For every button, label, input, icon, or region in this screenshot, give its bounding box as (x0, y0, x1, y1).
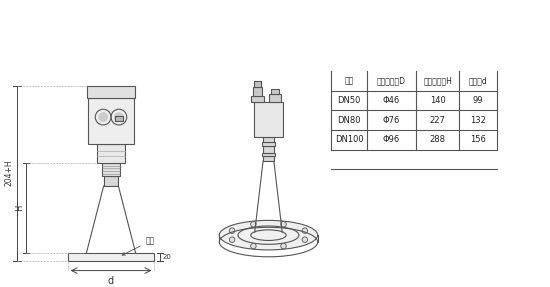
Bar (254, 102, 283, 137)
Text: Φ76: Φ76 (383, 116, 400, 125)
Text: H: H (15, 205, 24, 211)
Text: DN100: DN100 (335, 135, 364, 144)
Bar (102, 163, 120, 176)
Circle shape (229, 228, 235, 233)
Text: 132: 132 (470, 116, 486, 125)
Circle shape (98, 112, 108, 122)
Text: 156: 156 (470, 135, 486, 144)
Bar (251, 96, 263, 102)
Text: 140: 140 (430, 96, 446, 105)
Text: 法兰: 法兰 (344, 76, 354, 85)
Bar (262, 142, 276, 146)
Bar (270, 94, 281, 102)
Text: Φ46: Φ46 (383, 96, 400, 105)
Circle shape (302, 228, 307, 233)
Bar (97, 144, 125, 163)
Text: d: d (108, 276, 114, 286)
Text: DN80: DN80 (337, 116, 361, 125)
Text: Φ96: Φ96 (383, 135, 400, 144)
Circle shape (302, 237, 307, 243)
Bar (89, 98, 134, 144)
Text: 喇叭口直径D: 喇叭口直径D (377, 76, 406, 85)
Text: 法兰: 法兰 (122, 236, 155, 255)
Bar (254, 81, 261, 87)
Bar (271, 89, 279, 94)
Bar (263, 146, 274, 152)
Text: 227: 227 (430, 116, 446, 125)
Circle shape (114, 112, 124, 122)
Text: 99: 99 (473, 96, 483, 105)
Circle shape (280, 243, 287, 249)
Text: 四氟盘d: 四氟盘d (469, 76, 487, 85)
Circle shape (251, 222, 256, 227)
Text: 20: 20 (162, 254, 171, 260)
Text: DN50: DN50 (338, 96, 361, 105)
Bar (87, 86, 135, 98)
Bar (252, 87, 262, 96)
Text: 288: 288 (430, 135, 446, 144)
Circle shape (229, 237, 235, 243)
Bar (262, 152, 276, 156)
Bar (263, 137, 274, 142)
Bar (263, 156, 274, 161)
Text: 204+H: 204+H (4, 160, 14, 187)
Bar (103, 176, 118, 186)
Text: 喇叭口高度H: 喇叭口高度H (424, 76, 452, 85)
Circle shape (251, 243, 256, 249)
Ellipse shape (219, 220, 318, 250)
Circle shape (280, 222, 287, 227)
Bar (68, 253, 155, 261)
Bar (115, 116, 123, 121)
